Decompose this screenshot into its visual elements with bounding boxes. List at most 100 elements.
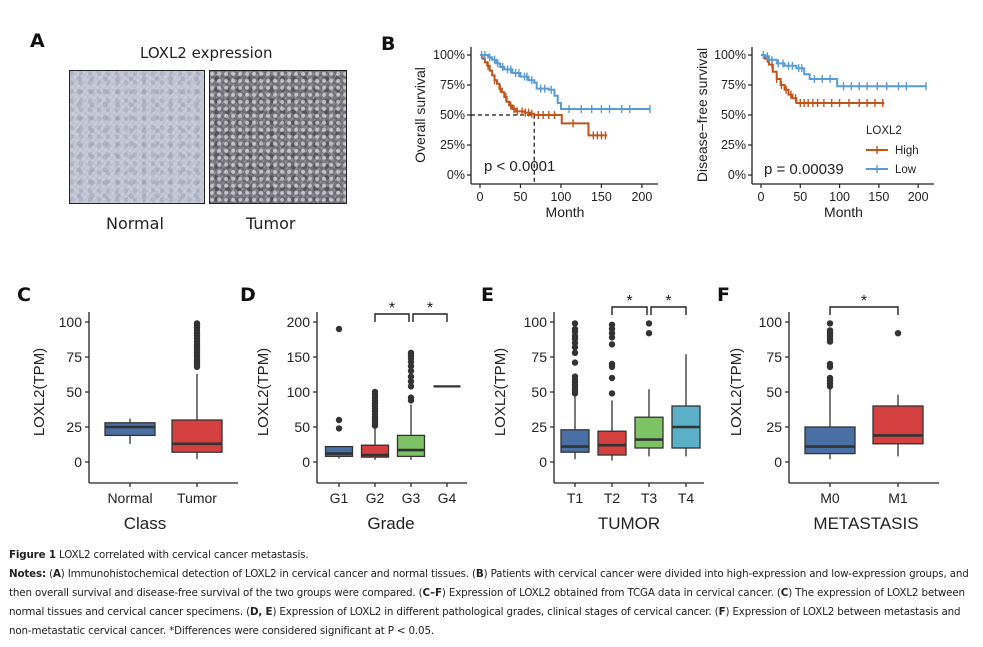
box-t3 bbox=[634, 320, 664, 457]
tumor-boxplot: 0 25 50 75 100 LOXL2(TPM) T1 T2 T3 T4 TUMOR * * bbox=[492, 293, 704, 530]
outlier-point bbox=[571, 325, 579, 333]
y-tick-label: 150 bbox=[287, 349, 311, 365]
y-tick-label: 50% bbox=[440, 108, 465, 122]
outlier-point bbox=[826, 360, 834, 368]
y-tick-label: 100 bbox=[287, 384, 311, 400]
box-iqr bbox=[171, 419, 223, 453]
box-g1 bbox=[324, 325, 354, 459]
caption-panel-ref: B bbox=[475, 568, 484, 580]
x-axis-label: Month bbox=[824, 204, 863, 220]
panel-label-f: F bbox=[717, 284, 730, 306]
ihc-tumor-image bbox=[209, 70, 347, 204]
caption-panel-ref: C bbox=[780, 587, 789, 599]
panel-label-c: C bbox=[17, 284, 31, 306]
box-t2 bbox=[597, 321, 627, 461]
box-normal bbox=[104, 418, 156, 444]
y-tick-label: 25 bbox=[766, 419, 782, 435]
y-axis-label: LOXL2(TPM) bbox=[255, 348, 272, 436]
outlier-point bbox=[335, 325, 343, 333]
x-tick-label: Tumor bbox=[177, 490, 217, 506]
significance-bracket bbox=[374, 313, 410, 322]
x-tick-label: 50 bbox=[514, 190, 528, 204]
box-iqr bbox=[634, 416, 664, 449]
box-g2 bbox=[360, 388, 390, 460]
y-tick-label: 50 bbox=[294, 419, 310, 435]
outlier-point bbox=[608, 360, 616, 368]
y-tick-label: 200 bbox=[287, 314, 311, 330]
caption-text: ) Expression of LOXL2 obtained from TCGA… bbox=[441, 587, 781, 599]
outlier-point bbox=[826, 374, 834, 382]
significance-star: * bbox=[665, 293, 671, 310]
x-tick-label: 200 bbox=[631, 190, 652, 204]
outlier-point bbox=[571, 349, 579, 356]
x-tick-label: 50 bbox=[793, 190, 807, 204]
y-axis-label: Overall survival bbox=[412, 67, 428, 163]
caption-text: ) Expression of LOXL2 in different patho… bbox=[272, 606, 719, 618]
y-tick-label: 50 bbox=[766, 384, 782, 400]
outlier-point bbox=[407, 373, 415, 380]
x-axis-label: TUMOR bbox=[598, 514, 660, 530]
box-iqr bbox=[872, 405, 924, 445]
box-iqr bbox=[597, 430, 627, 456]
y-axis-label: LOXL2(TPM) bbox=[728, 348, 745, 436]
x-axis-label: METASTASIS bbox=[813, 514, 918, 530]
ihc-label-tumor: Tumor bbox=[246, 214, 296, 233]
y-tick-label: 75 bbox=[766, 349, 782, 365]
x-tick-label: 0 bbox=[758, 190, 765, 204]
y-tick-label: 0 bbox=[774, 454, 782, 470]
outlier-point bbox=[894, 330, 902, 337]
box-iqr bbox=[396, 434, 426, 458]
outlier-point bbox=[335, 416, 343, 424]
figure-title: LOXL2 correlated with cervical cancer me… bbox=[59, 549, 309, 561]
disease-free-survival-chart: 0% 25% 50% 75% 100% 0 50 100 150 200 Month Disease−… bbox=[694, 47, 934, 220]
significance-star: * bbox=[626, 293, 632, 310]
outlier-point bbox=[407, 349, 415, 356]
outlier-point bbox=[407, 367, 415, 375]
legend-label-high: High bbox=[895, 145, 919, 157]
x-tick-label: T4 bbox=[678, 490, 695, 506]
caption-text: ) Immunohistochemical detection of LOXL2… bbox=[60, 568, 476, 580]
caption-panel-ref: A bbox=[52, 568, 61, 580]
x-tick-label: 0 bbox=[477, 190, 484, 204]
x-tick-label: G1 bbox=[330, 490, 349, 506]
y-tick-label: 50% bbox=[721, 108, 746, 122]
x-axis-label: Month bbox=[546, 204, 585, 220]
outlier-point bbox=[571, 320, 579, 327]
outlier-point bbox=[335, 425, 343, 432]
outlier-point bbox=[645, 320, 653, 327]
x-tick-label: T2 bbox=[604, 490, 621, 506]
caption-notes: Notes: (A) Immunohistochemical detection… bbox=[9, 565, 979, 641]
outlier-point bbox=[571, 359, 579, 366]
figure-caption: Figure 1 LOXL2 correlated with cervical … bbox=[9, 546, 979, 641]
y-axis-label: LOXL2(TPM) bbox=[31, 348, 48, 436]
y-axis-label: LOXL2(TPM) bbox=[492, 348, 509, 436]
x-tick-label: 100 bbox=[829, 190, 850, 204]
significance-bracket bbox=[412, 313, 448, 322]
outlier-point bbox=[826, 327, 834, 334]
y-tick-label: 25% bbox=[440, 138, 465, 152]
x-tick-label: Normal bbox=[107, 490, 152, 506]
outlier-point bbox=[407, 394, 415, 401]
significance-bracket bbox=[611, 306, 648, 315]
km-curve-high bbox=[480, 54, 608, 137]
box-iqr bbox=[324, 445, 354, 458]
y-tick-label: 75 bbox=[66, 349, 82, 365]
y-tick-label: 75% bbox=[440, 78, 465, 92]
y-tick-label: 100 bbox=[524, 314, 548, 330]
y-tick-label: 75% bbox=[721, 78, 746, 92]
x-tick-label: M0 bbox=[820, 490, 840, 506]
legend-title: LOXL2 bbox=[866, 125, 902, 137]
x-axis-label: Grade bbox=[367, 514, 414, 530]
box-iqr bbox=[360, 444, 390, 458]
outlier-point bbox=[371, 388, 379, 396]
significance-bracket bbox=[650, 306, 687, 315]
km-curve-low bbox=[761, 54, 926, 88]
y-axis-label: Disease−free survival bbox=[694, 48, 710, 182]
x-tick-label: 150 bbox=[868, 190, 889, 204]
notes-label: Notes: bbox=[9, 568, 46, 580]
x-tick-label: G2 bbox=[366, 490, 385, 506]
ihc-normal-image bbox=[69, 70, 205, 204]
outlier-point bbox=[407, 378, 415, 385]
y-tick-label: 100% bbox=[714, 48, 746, 62]
caption-title-line: Figure 1 LOXL2 correlated with cervical … bbox=[9, 546, 979, 565]
